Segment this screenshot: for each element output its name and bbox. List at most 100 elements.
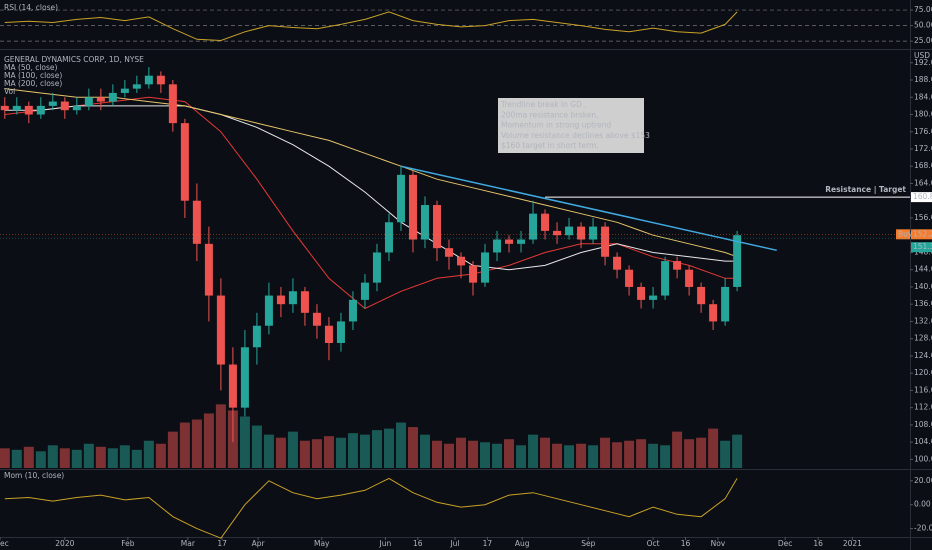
candle-body xyxy=(649,295,658,300)
annotation-text: $160 target in short term. xyxy=(501,141,599,150)
volume-bar xyxy=(299,440,310,468)
volume-bar xyxy=(588,445,599,468)
x-tick-label: ec xyxy=(0,539,9,548)
volume-bar xyxy=(708,428,719,468)
volume-bar xyxy=(35,451,46,468)
y-tick-label: 188.00 xyxy=(914,75,932,84)
pane-title: RSI (14, close) xyxy=(4,3,58,12)
annotation-box xyxy=(498,98,644,153)
x-tick-label: 2021 xyxy=(843,539,862,548)
volume-bar xyxy=(371,430,382,468)
volume-bar xyxy=(732,434,743,468)
volume-bar xyxy=(456,437,467,468)
volume-bar xyxy=(648,443,659,468)
candle-body xyxy=(661,261,670,296)
candle-body xyxy=(457,256,466,266)
volume-bar xyxy=(0,448,10,468)
x-tick-label: Nov xyxy=(711,539,726,548)
x-tick-label: Sep xyxy=(581,539,595,548)
y-tick-label: 144.00 xyxy=(914,265,932,274)
price-tag xyxy=(911,192,932,203)
y-tick-label: 132.00 xyxy=(914,316,932,325)
x-tick-label: 16 xyxy=(813,539,823,548)
volume-bar xyxy=(419,434,430,468)
y-tick-label: 136.00 xyxy=(914,299,932,308)
volume-bar xyxy=(492,443,503,468)
x-tick-label: 16 xyxy=(681,539,691,548)
x-tick-label: Aug xyxy=(515,539,530,548)
candle-body xyxy=(144,75,153,85)
candle-body xyxy=(481,252,490,283)
trendline xyxy=(400,165,777,252)
volume-bar xyxy=(624,440,635,468)
volume-bar xyxy=(83,443,94,468)
y-tick-label: 108.00 xyxy=(914,420,932,429)
volume-bar xyxy=(143,440,154,468)
candle-body xyxy=(264,295,273,326)
y-tick-label: 75.00 xyxy=(914,5,932,14)
candle-body xyxy=(204,243,213,296)
price-tag xyxy=(911,242,932,253)
y-tick-label: 120.00 xyxy=(914,368,932,377)
x-tick-label: 16 xyxy=(413,539,423,548)
volume-bar xyxy=(215,404,226,468)
price-tag-marker xyxy=(896,229,910,240)
price-tag-value: 151.31 xyxy=(913,242,932,251)
annotation-text: 200ma resistance broken, xyxy=(501,110,599,119)
candle-body xyxy=(84,97,93,106)
candle-body xyxy=(625,269,634,287)
volume-bar xyxy=(516,445,527,468)
x-tick-label: Jul xyxy=(449,539,459,548)
y-tick-label: 50.00 xyxy=(914,21,932,30)
volume-bar xyxy=(383,428,394,468)
volume-bar xyxy=(23,446,34,468)
volume-bar xyxy=(311,439,322,468)
volume-bar xyxy=(600,437,611,468)
y-tick-label: 20.00 xyxy=(914,476,932,485)
pane-title: Mom (10, close) xyxy=(4,471,64,480)
volume-bar xyxy=(179,422,190,468)
volume-bar xyxy=(576,443,587,468)
volume-bar xyxy=(47,445,58,468)
volume-bar xyxy=(636,439,647,468)
x-tick-label: Oct xyxy=(647,539,660,548)
volume-bar xyxy=(612,442,623,468)
x-tick-label: 17 xyxy=(483,539,493,548)
volume-bar xyxy=(407,427,418,468)
candle-body xyxy=(24,105,33,115)
annotation-text: Volume resistance declines above $153 xyxy=(501,131,650,140)
candle-body xyxy=(709,304,718,322)
volume-bar xyxy=(696,437,707,468)
candle-body xyxy=(108,92,117,102)
candle-body xyxy=(685,269,694,287)
volume-bar xyxy=(203,413,214,468)
volume-bar xyxy=(71,449,82,468)
candle-body xyxy=(517,239,526,244)
candle-body xyxy=(432,205,441,249)
x-tick-label: Dec xyxy=(778,539,793,548)
x-tick-label: 17 xyxy=(217,539,227,548)
candle-body xyxy=(48,101,57,106)
volume-bar xyxy=(395,422,406,468)
x-tick-label: Jun xyxy=(379,539,392,548)
candle-body xyxy=(276,295,285,305)
volume-bar xyxy=(167,431,178,468)
candle-body xyxy=(577,226,586,240)
legend-entry: Vol xyxy=(4,87,15,96)
candle-body xyxy=(132,84,141,89)
volume-bar xyxy=(347,433,358,468)
price-tag-text: Buy xyxy=(898,229,913,238)
volume-bar xyxy=(468,440,479,468)
candle-body xyxy=(372,252,381,283)
volume-bar xyxy=(191,419,202,468)
y-tick-label: 156.00 xyxy=(914,213,932,222)
indicator-line xyxy=(4,477,738,539)
candle-body xyxy=(12,105,21,111)
y-tick-label: 192.00 xyxy=(914,58,932,67)
y-tick-label: 172.00 xyxy=(914,144,932,153)
volume-bar xyxy=(540,437,551,468)
annotation-text: Momentum in strong uptrend xyxy=(501,121,611,130)
price-tag-label: 160.84 xyxy=(913,192,932,201)
